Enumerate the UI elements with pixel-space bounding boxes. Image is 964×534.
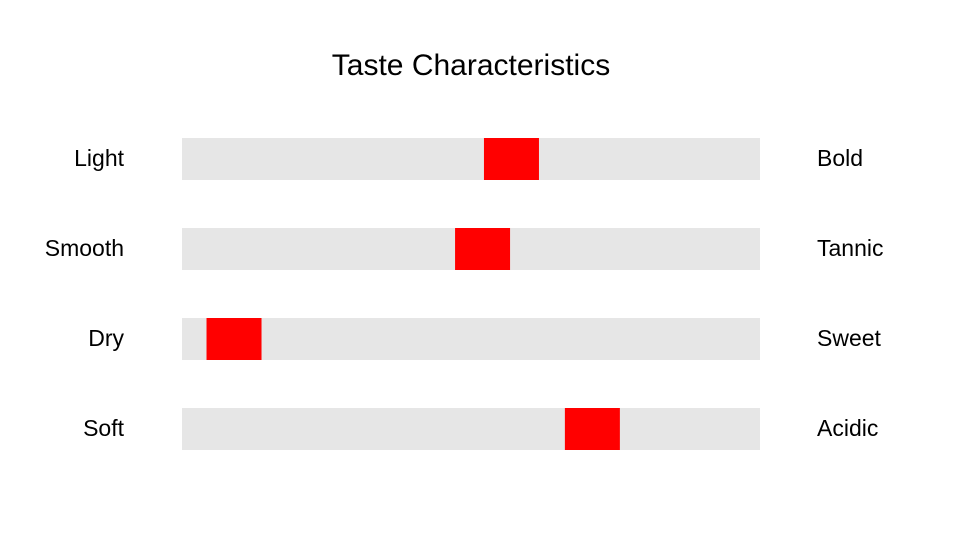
- left-label: Soft: [83, 415, 125, 441]
- right-label: Acidic: [817, 415, 878, 441]
- right-label: Tannic: [817, 235, 883, 261]
- left-label: Dry: [88, 325, 124, 351]
- chart-title: Taste Characteristics: [332, 49, 610, 82]
- marker: [564, 408, 620, 450]
- left-label: Smooth: [45, 235, 124, 261]
- marker: [483, 138, 539, 180]
- right-label: Bold: [817, 145, 863, 171]
- marker: [455, 228, 511, 270]
- track: [182, 138, 760, 180]
- right-label: Sweet: [817, 325, 882, 351]
- track: [182, 318, 760, 360]
- marker: [206, 318, 262, 360]
- left-label: Light: [74, 145, 124, 171]
- track: [182, 408, 760, 450]
